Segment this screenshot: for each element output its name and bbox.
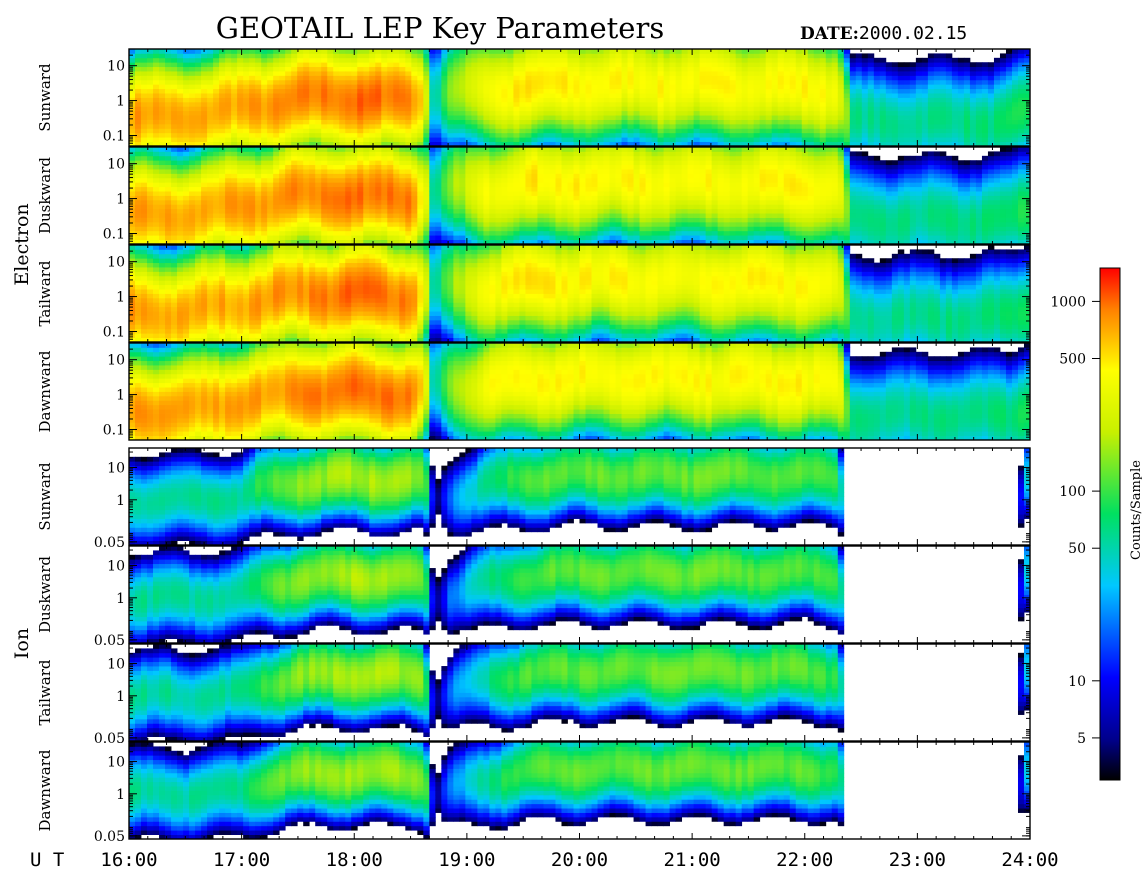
- ion-tailward-label: Tailward: [36, 659, 54, 725]
- x-tick-label: 22:00: [776, 849, 833, 871]
- electron-sunward-label: Sunward: [36, 63, 54, 132]
- y-tick-label: 0.1: [103, 422, 125, 438]
- y-tick-label: 0.05: [94, 633, 125, 649]
- colorbar-tick-label: 1000: [1050, 294, 1086, 310]
- date-label: DATE:2000.02.15: [800, 23, 967, 44]
- y-tick-label: 10: [107, 656, 125, 672]
- electron-sunward-panel: 10 1 0.1 Sunward: [36, 49, 1030, 146]
- ion-tailward-spectrogram: [129, 644, 1030, 741]
- electron-dawnward-label: Dawnward: [36, 350, 54, 432]
- x-tick-label: 24:00: [1001, 849, 1058, 871]
- y-tick-label: 10: [107, 255, 125, 271]
- y-tick-label: 10: [107, 59, 125, 75]
- colorbar: 1000 500 100 50 10 5 Counts/Sample: [1050, 268, 1142, 780]
- y-tick-label: 1: [116, 787, 125, 803]
- x-tick-label: 23:00: [889, 849, 946, 871]
- x-tick-label: 20:00: [551, 849, 608, 871]
- spectrogram-panels: 10 1 0.1 Sunward 10 1 0.1 Duskward 10 1 0.1 Tailwar…: [36, 49, 1030, 845]
- group-label-electron: Electron: [11, 203, 33, 285]
- colorbar-tick-label: 50: [1068, 541, 1086, 557]
- ion-dawnward-spectrogram: [129, 742, 1030, 839]
- electron-tailward-panel: 10 1 0.1 Tailward: [36, 245, 1030, 342]
- y-tick-label: 0.1: [103, 226, 125, 242]
- y-tick-label: 0.1: [103, 128, 125, 144]
- y-tick-label: 1: [116, 493, 125, 509]
- x-tick-label: 17:00: [213, 849, 270, 871]
- electron-tailward-label: Tailward: [36, 260, 54, 326]
- ut-label: U T: [30, 849, 64, 871]
- y-tick-label: 1: [116, 192, 125, 208]
- ion-dawnward-label: Dawnward: [36, 749, 54, 831]
- group-label-ion: Ion: [11, 628, 33, 659]
- ion-duskward-panel: 10 1 0.05 Duskward: [36, 546, 1030, 649]
- y-tick-label: 0.05: [94, 535, 125, 551]
- y-tick-label: 1: [116, 290, 125, 306]
- group-labels: Electron Ion: [11, 203, 33, 659]
- electron-duskward-label: Duskward: [36, 157, 54, 234]
- colorbar-gradient: [1100, 268, 1120, 780]
- y-tick-label: 10: [107, 157, 125, 173]
- electron-duskward-spectrogram: [129, 147, 1030, 244]
- x-tick-label: 21:00: [664, 849, 721, 871]
- y-tick-label: 10: [107, 460, 125, 476]
- colorbar-label: Counts/Sample: [1129, 460, 1142, 560]
- y-tick-label: 10: [107, 558, 125, 574]
- electron-dawnward-spectrogram: [129, 343, 1030, 440]
- electron-sunward-spectrogram: [129, 49, 1030, 146]
- y-tick-label: 0.05: [94, 731, 125, 747]
- electron-duskward-panel: 10 1 0.1 Duskward: [36, 147, 1030, 244]
- y-tick-label: 1: [116, 689, 125, 705]
- y-tick-label: 10: [107, 353, 125, 369]
- colorbar-tick-label: 500: [1059, 352, 1086, 368]
- ion-sunward-spectrogram: [129, 448, 1030, 545]
- x-tick-label: 18:00: [326, 849, 383, 871]
- y-tick-label: 0.05: [94, 829, 125, 845]
- colorbar-tick-label: 10: [1068, 674, 1086, 690]
- ion-sunward-label: Sunward: [36, 462, 54, 531]
- y-tick-label: 1: [116, 388, 125, 404]
- y-tick-label: 1: [116, 591, 125, 607]
- ion-duskward-label: Duskward: [36, 556, 54, 633]
- y-tick-label: 1: [116, 94, 125, 110]
- colorbar-ticks: 1000 500 100 50 10 5: [1050, 294, 1100, 747]
- ion-tailward-panel: 10 1 0.05 Tailward: [36, 644, 1030, 747]
- colorbar-tick-label: 5: [1077, 731, 1086, 747]
- ion-dawnward-panel: 10 1 0.05 Dawnward: [36, 742, 1030, 845]
- electron-dawnward-panel: 10 1 0.1 Dawnward: [36, 343, 1030, 440]
- electron-tailward-spectrogram: [129, 245, 1030, 342]
- colorbar-tick-label: 100: [1059, 484, 1086, 500]
- x-tick-label: 19:00: [438, 849, 495, 871]
- x-axis: 16:00 17:00 18:00 19:00 20:00 21:00 22:00 23:00…: [100, 849, 1058, 871]
- chart-title: GEOTAIL LEP Key Parameters: [216, 11, 664, 45]
- ion-duskward-spectrogram: [129, 546, 1030, 643]
- y-tick-label: 10: [107, 754, 125, 770]
- y-tick-label: 0.1: [103, 324, 125, 340]
- x-tick-label: 16:00: [100, 849, 157, 871]
- ion-sunward-panel: 10 1 0.05 Sunward: [36, 448, 1030, 551]
- date-value: 2000.02.15: [859, 23, 967, 44]
